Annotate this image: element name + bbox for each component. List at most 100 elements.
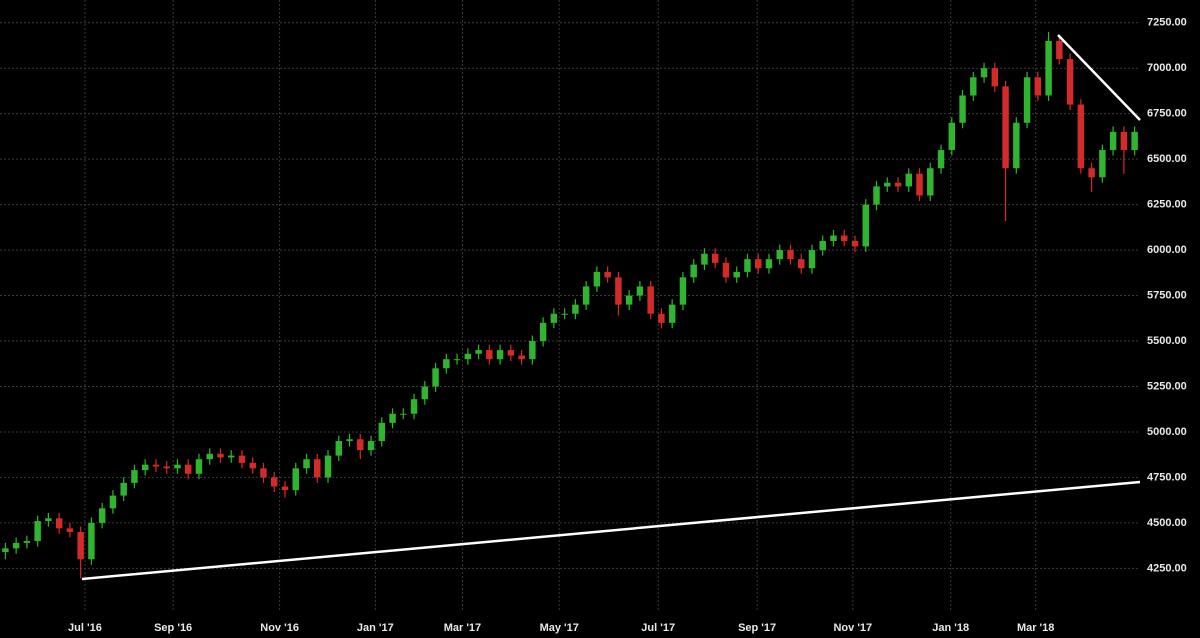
candle-body	[443, 359, 450, 369]
x-tick-label: May '17	[540, 622, 579, 634]
candle-body	[830, 235, 837, 241]
y-tick-label: 5750.00	[1147, 289, 1187, 301]
candle-body	[464, 353, 472, 360]
candle-body	[389, 413, 396, 423]
candle-body	[292, 468, 299, 491]
candle-body	[550, 313, 558, 323]
x-tick-label: Mar '18	[1017, 622, 1054, 634]
candle-body	[228, 455, 235, 458]
candle-body	[378, 422, 386, 442]
candle-body	[1077, 104, 1085, 169]
candle-body	[55, 518, 63, 529]
candle-body	[690, 264, 697, 278]
candle-body	[400, 413, 407, 415]
candle-body	[604, 271, 611, 278]
grid	[0, 0, 1140, 612]
candle-body	[206, 453, 213, 460]
candle-body	[217, 453, 224, 458]
y-tick-label: 4500.00	[1147, 517, 1187, 529]
candle-body	[841, 235, 848, 241]
candle-body	[2, 548, 9, 552]
candle-body	[1056, 40, 1063, 60]
candle-body	[894, 182, 902, 187]
candle-body	[475, 350, 482, 354]
candle-body	[1120, 131, 1128, 151]
y-tick-label: 5000.00	[1147, 426, 1187, 438]
candle-body	[647, 286, 654, 314]
candle-body	[722, 262, 730, 278]
candle-body	[66, 528, 74, 532]
candle-body	[572, 304, 579, 314]
candle-body	[636, 286, 644, 296]
candle-body	[937, 150, 945, 169]
candle-body	[884, 182, 891, 187]
candle-body	[195, 459, 203, 474]
y-tick-label: 7000.00	[1147, 62, 1187, 74]
candle-body	[1013, 122, 1020, 169]
candle-body	[249, 462, 256, 469]
x-tick-label: Mar '17	[444, 622, 481, 634]
candle-body	[346, 439, 353, 442]
y-tick-label: 6500.00	[1147, 153, 1187, 165]
candle-body	[120, 482, 127, 496]
x-tick-label: Sep '17	[738, 622, 776, 634]
y-tick-label: 7250.00	[1147, 17, 1187, 29]
candle-body	[1109, 131, 1117, 151]
axis-labels: 4250.00 4500.00 4750.00 5000.00 5250.00 5500.…	[68, 17, 1187, 634]
x-tick-label: Jul '16	[68, 622, 102, 634]
candle-body	[88, 522, 95, 560]
candle-body	[668, 304, 676, 323]
y-tick-label: 6250.00	[1147, 199, 1187, 211]
candles	[2, 31, 1138, 579]
support-trendline	[81, 480, 1141, 581]
candle-body	[486, 350, 493, 360]
candle-body	[410, 399, 418, 414]
candle-body	[23, 541, 31, 543]
candle-body	[1034, 77, 1042, 96]
resistance-trendline	[1057, 34, 1141, 121]
candle-body	[518, 355, 525, 360]
candle-body	[959, 95, 966, 123]
candle-body	[970, 77, 977, 96]
candle-body	[152, 464, 160, 467]
x-tick-label: Sep '16	[154, 622, 192, 634]
y-tick-label: 4250.00	[1147, 562, 1187, 574]
candle-body	[529, 341, 536, 360]
candle-body	[916, 173, 923, 196]
candle-body	[787, 250, 794, 260]
candle-body	[184, 464, 192, 474]
candle-body	[625, 295, 633, 305]
candle-body	[776, 250, 783, 260]
candle-body	[12, 542, 20, 549]
candle-body	[98, 508, 106, 523]
candle-body	[271, 477, 278, 487]
candle-body	[335, 441, 342, 456]
candle-body	[948, 122, 956, 151]
candle-body	[174, 464, 181, 469]
candle-body	[45, 518, 52, 522]
candle-body	[453, 359, 461, 361]
candle-body	[851, 240, 859, 247]
candle-body	[1131, 131, 1138, 151]
x-tick-label: Jan '17	[357, 622, 394, 634]
candle-body	[421, 386, 429, 400]
y-tick-label: 6000.00	[1147, 244, 1187, 256]
candle-body	[238, 455, 246, 463]
y-tick-label: 5250.00	[1147, 380, 1187, 392]
candle-body	[905, 173, 912, 187]
candle-body	[561, 313, 568, 315]
candle-body	[733, 271, 740, 278]
y-tick-label: 4750.00	[1147, 471, 1187, 483]
candle-body	[1088, 168, 1095, 178]
candle-body	[314, 459, 321, 478]
candle-body	[1002, 86, 1009, 169]
candle-body	[260, 468, 267, 478]
candle-body	[131, 470, 138, 483]
candle-body	[77, 531, 84, 560]
candle-body	[658, 313, 665, 323]
x-tick-label: Jul '17	[641, 622, 675, 634]
candle-body	[507, 350, 515, 356]
candle-body	[109, 495, 117, 509]
x-tick-label: Jan '18	[932, 622, 969, 634]
